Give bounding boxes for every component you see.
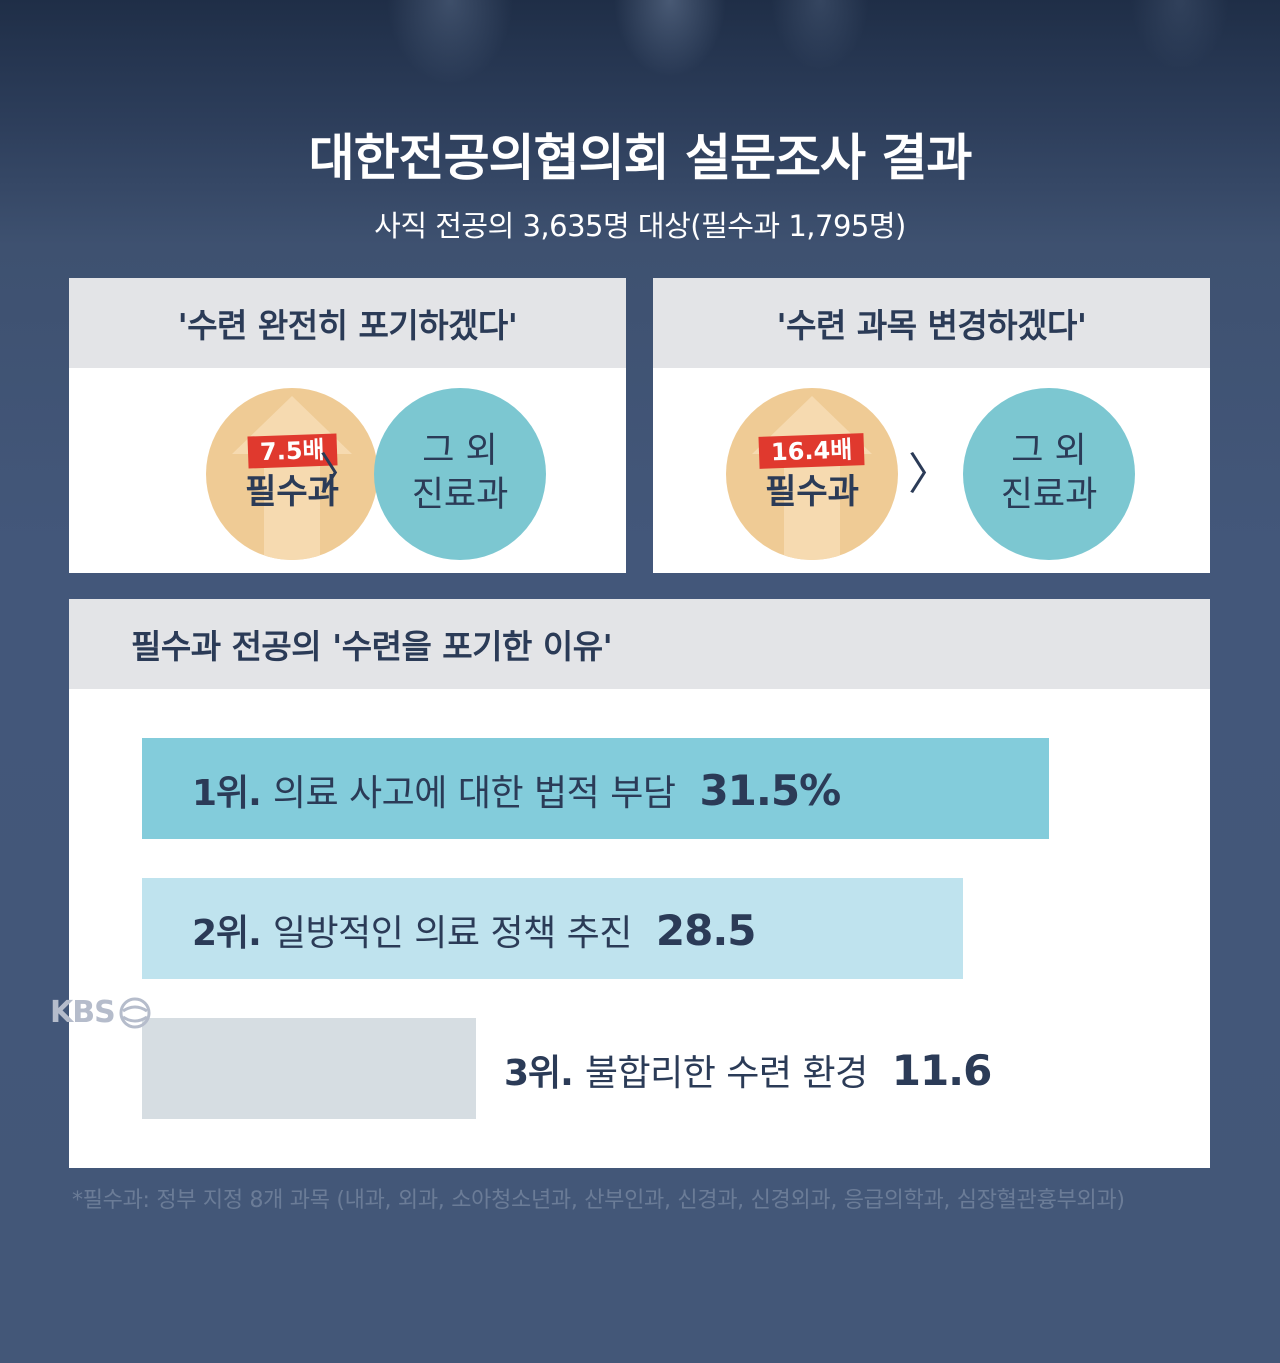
page-subtitle: 사직 전공의 3,635명 대상(필수과 1,795명)	[374, 209, 906, 243]
bar-2	[142, 878, 963, 979]
other-dept-line2: 진료과	[1000, 475, 1098, 515]
bar-1	[142, 738, 1049, 839]
bar-3	[142, 1018, 476, 1119]
kbs-globe-icon	[119, 997, 151, 1028]
rank-text: 3위.	[504, 1053, 574, 1094]
panel-heading: '수련 완전히 포기하겠다'	[69, 278, 626, 368]
reason-text: 불합리한 수련 환경	[584, 1053, 868, 1094]
value-label: 28.5	[655, 906, 757, 955]
bar-chart: 1위. 의료 사고에 대한 법적 부담 31.5% 2위. 일방적인 의료 정책 추진 2…	[69, 599, 1210, 1168]
page-title: 대한전공의협의회 설문조사 결과	[308, 129, 973, 187]
panel-heading: '수련 과목 변경하겠다'	[653, 278, 1210, 368]
reason-text: 일방적인 의료 정책 추진	[272, 913, 633, 954]
chart-title: 필수과 전공의 '수련을 포기한 이유'	[69, 599, 1210, 689]
bar-label-2: 2위. 일방적인 의료 정책 추진 28.5	[192, 904, 757, 956]
bar-label-3: 3위. 불합리한 수련 환경 11.6	[504, 1044, 993, 1096]
ratio-badge: 16.4배	[758, 432, 866, 469]
kbs-logo: KBS	[50, 995, 151, 1030]
essential-dept-label: 필수과	[245, 471, 339, 512]
essential-dept-circle: 7.5배 필수과	[206, 388, 378, 560]
other-dept-line1: 그 외	[422, 431, 498, 472]
value-label: 11.6	[891, 1046, 993, 1095]
essential-dept-label: 필수과	[765, 471, 859, 512]
comparison-panel-quit: '수련 완전히 포기하겠다' 7.5배 필수과 〉 그 외 진료과	[69, 278, 626, 573]
bar-label-1: 1위. 의료 사고에 대한 법적 부담 31.5%	[192, 764, 841, 816]
kbs-logo-text: KBS	[50, 995, 116, 1030]
other-dept-line2: 진료과	[411, 475, 509, 515]
other-dept-circle: 그 외 진료과	[963, 388, 1135, 560]
rank-text: 1위.	[192, 773, 262, 814]
reason-text: 의료 사고에 대한 법적 부담	[272, 773, 676, 814]
background-photo	[0, 0, 1280, 110]
other-dept-line1: 그 외	[1011, 431, 1087, 472]
rank-text: 2위.	[192, 913, 262, 954]
reasons-chart-panel: 필수과 전공의 '수련을 포기한 이유' 1위. 의료 사고에 대한 법적 부담 3…	[69, 599, 1210, 1168]
value-label: 31.5%	[699, 766, 841, 815]
footnote: *필수과: 정부 지정 8개 과목 (내과, 외과, 소아청소년과, 산부인과,…	[72, 1188, 1125, 1213]
other-dept-circle: 그 외 진료과	[374, 388, 546, 560]
essential-dept-circle: 16.4배 필수과	[726, 388, 898, 560]
greater-than-icon: 〉	[319, 449, 363, 500]
comparison-panel-change: '수련 과목 변경하겠다' 16.4배 필수과 〉 그 외 진료과	[653, 278, 1210, 573]
greater-than-icon: 〉	[908, 449, 952, 500]
